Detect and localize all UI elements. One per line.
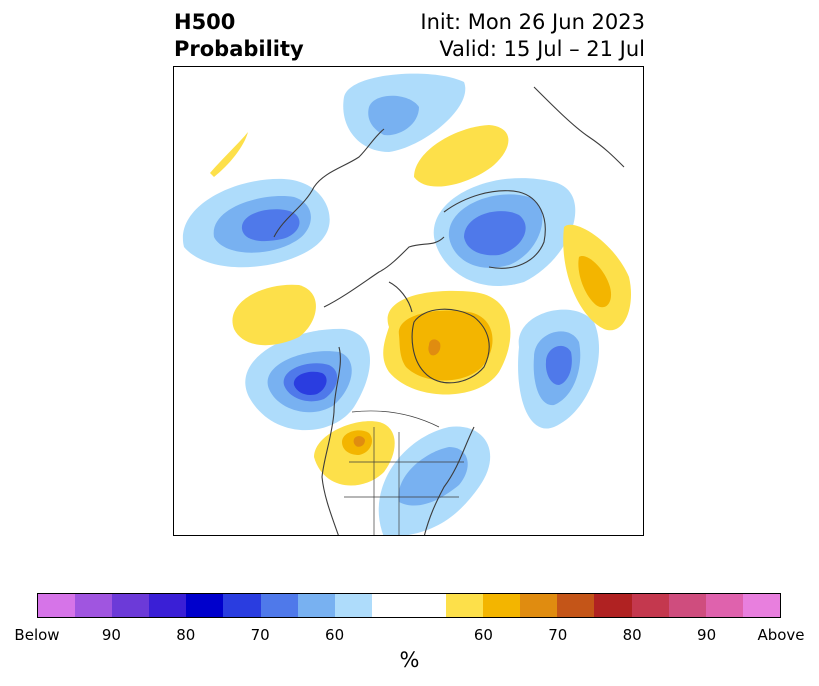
coastline-siberia bbox=[443, 190, 546, 269]
colorbar-segment bbox=[742, 594, 780, 617]
colorbar-tick-label: 80 bbox=[176, 626, 196, 644]
colorbar-segment bbox=[149, 594, 187, 617]
below-region-alaska bbox=[241, 209, 300, 242]
colorbar-tick-label: 70 bbox=[548, 626, 568, 644]
coastline-europe bbox=[533, 86, 625, 168]
colorbar-tick-label: 60 bbox=[473, 626, 493, 644]
below-region-arctic-top bbox=[368, 95, 419, 136]
colorbar-segment bbox=[186, 594, 224, 617]
below-region-northpacific bbox=[293, 371, 327, 395]
colorbar-segment bbox=[260, 594, 298, 617]
init-date: Init: Mon 26 Jun 2023 bbox=[420, 10, 645, 34]
below-normal-regions bbox=[182, 73, 600, 535]
colorbar-segment bbox=[38, 594, 76, 617]
colorbar-tick-labels: Below 90 80 70 60 60 70 80 90 Above bbox=[0, 626, 819, 646]
colorbar-segment bbox=[112, 594, 150, 617]
coastline-north-america bbox=[323, 236, 445, 308]
colorbar-unit-label: % bbox=[399, 648, 420, 672]
below-region-atlantic bbox=[545, 345, 572, 385]
colorbar-segment bbox=[297, 594, 335, 617]
colorbar-segment bbox=[594, 594, 632, 617]
colorbar-tick-label: 60 bbox=[325, 626, 345, 644]
colorbar-tick-label: 70 bbox=[250, 626, 270, 644]
colorbar-segment bbox=[520, 594, 558, 617]
probability-map bbox=[173, 66, 644, 536]
colorbar-segment bbox=[483, 594, 521, 617]
coastline-west-coast bbox=[321, 346, 341, 535]
coastline-greenland bbox=[411, 308, 490, 384]
colorbar-segment bbox=[75, 594, 113, 617]
above-normal-regions bbox=[210, 125, 632, 486]
colorbar-segment bbox=[668, 594, 706, 617]
colorbar-segment bbox=[631, 594, 669, 617]
above-region-east-siberia bbox=[578, 256, 612, 308]
coastlines-and-borders bbox=[273, 86, 625, 535]
probability-colorbar bbox=[37, 593, 781, 618]
map-canvas bbox=[182, 73, 632, 535]
colorbar-tick-label: 90 bbox=[101, 626, 121, 644]
colorbar-segment bbox=[705, 594, 743, 617]
colorbar-segment bbox=[408, 594, 447, 617]
valid-dates: Valid: 15 Jul – 21 Jul bbox=[439, 37, 645, 61]
map-title-right: Init: Mon 26 Jun 2023 Valid: 15 Jul – 21… bbox=[420, 9, 645, 63]
colorbar-tick-label: 90 bbox=[697, 626, 717, 644]
colorbar-segment bbox=[334, 594, 372, 617]
colorbar-tick-label: 80 bbox=[622, 626, 642, 644]
title-product: Probability bbox=[174, 37, 304, 61]
colorbar-tick-label: Above bbox=[757, 626, 805, 644]
colorbar-segment bbox=[557, 594, 595, 617]
above-region-greenland bbox=[398, 310, 493, 381]
colorbar-tick-label: Below bbox=[14, 626, 60, 644]
colorbar-segment bbox=[223, 594, 261, 617]
coastline-hudson-bay bbox=[388, 281, 413, 313]
colorbar-segment bbox=[371, 594, 409, 617]
above-region-gulf-alaska bbox=[232, 284, 316, 346]
coastline-east-coast bbox=[423, 426, 475, 535]
border-states bbox=[344, 427, 464, 535]
below-region-siberia bbox=[464, 211, 526, 256]
border-us-canada bbox=[351, 410, 440, 428]
colorbar-segment bbox=[446, 594, 484, 617]
below-region-eastus bbox=[398, 447, 468, 506]
coastline-alaska bbox=[273, 128, 385, 238]
map-title-left: H500 Probability bbox=[174, 9, 304, 63]
above-region-bering bbox=[210, 132, 248, 177]
above-region-arctic bbox=[414, 125, 509, 187]
above-region-western-us bbox=[353, 436, 365, 447]
title-variable: H500 bbox=[174, 10, 236, 34]
above-region-greenland bbox=[428, 339, 441, 356]
